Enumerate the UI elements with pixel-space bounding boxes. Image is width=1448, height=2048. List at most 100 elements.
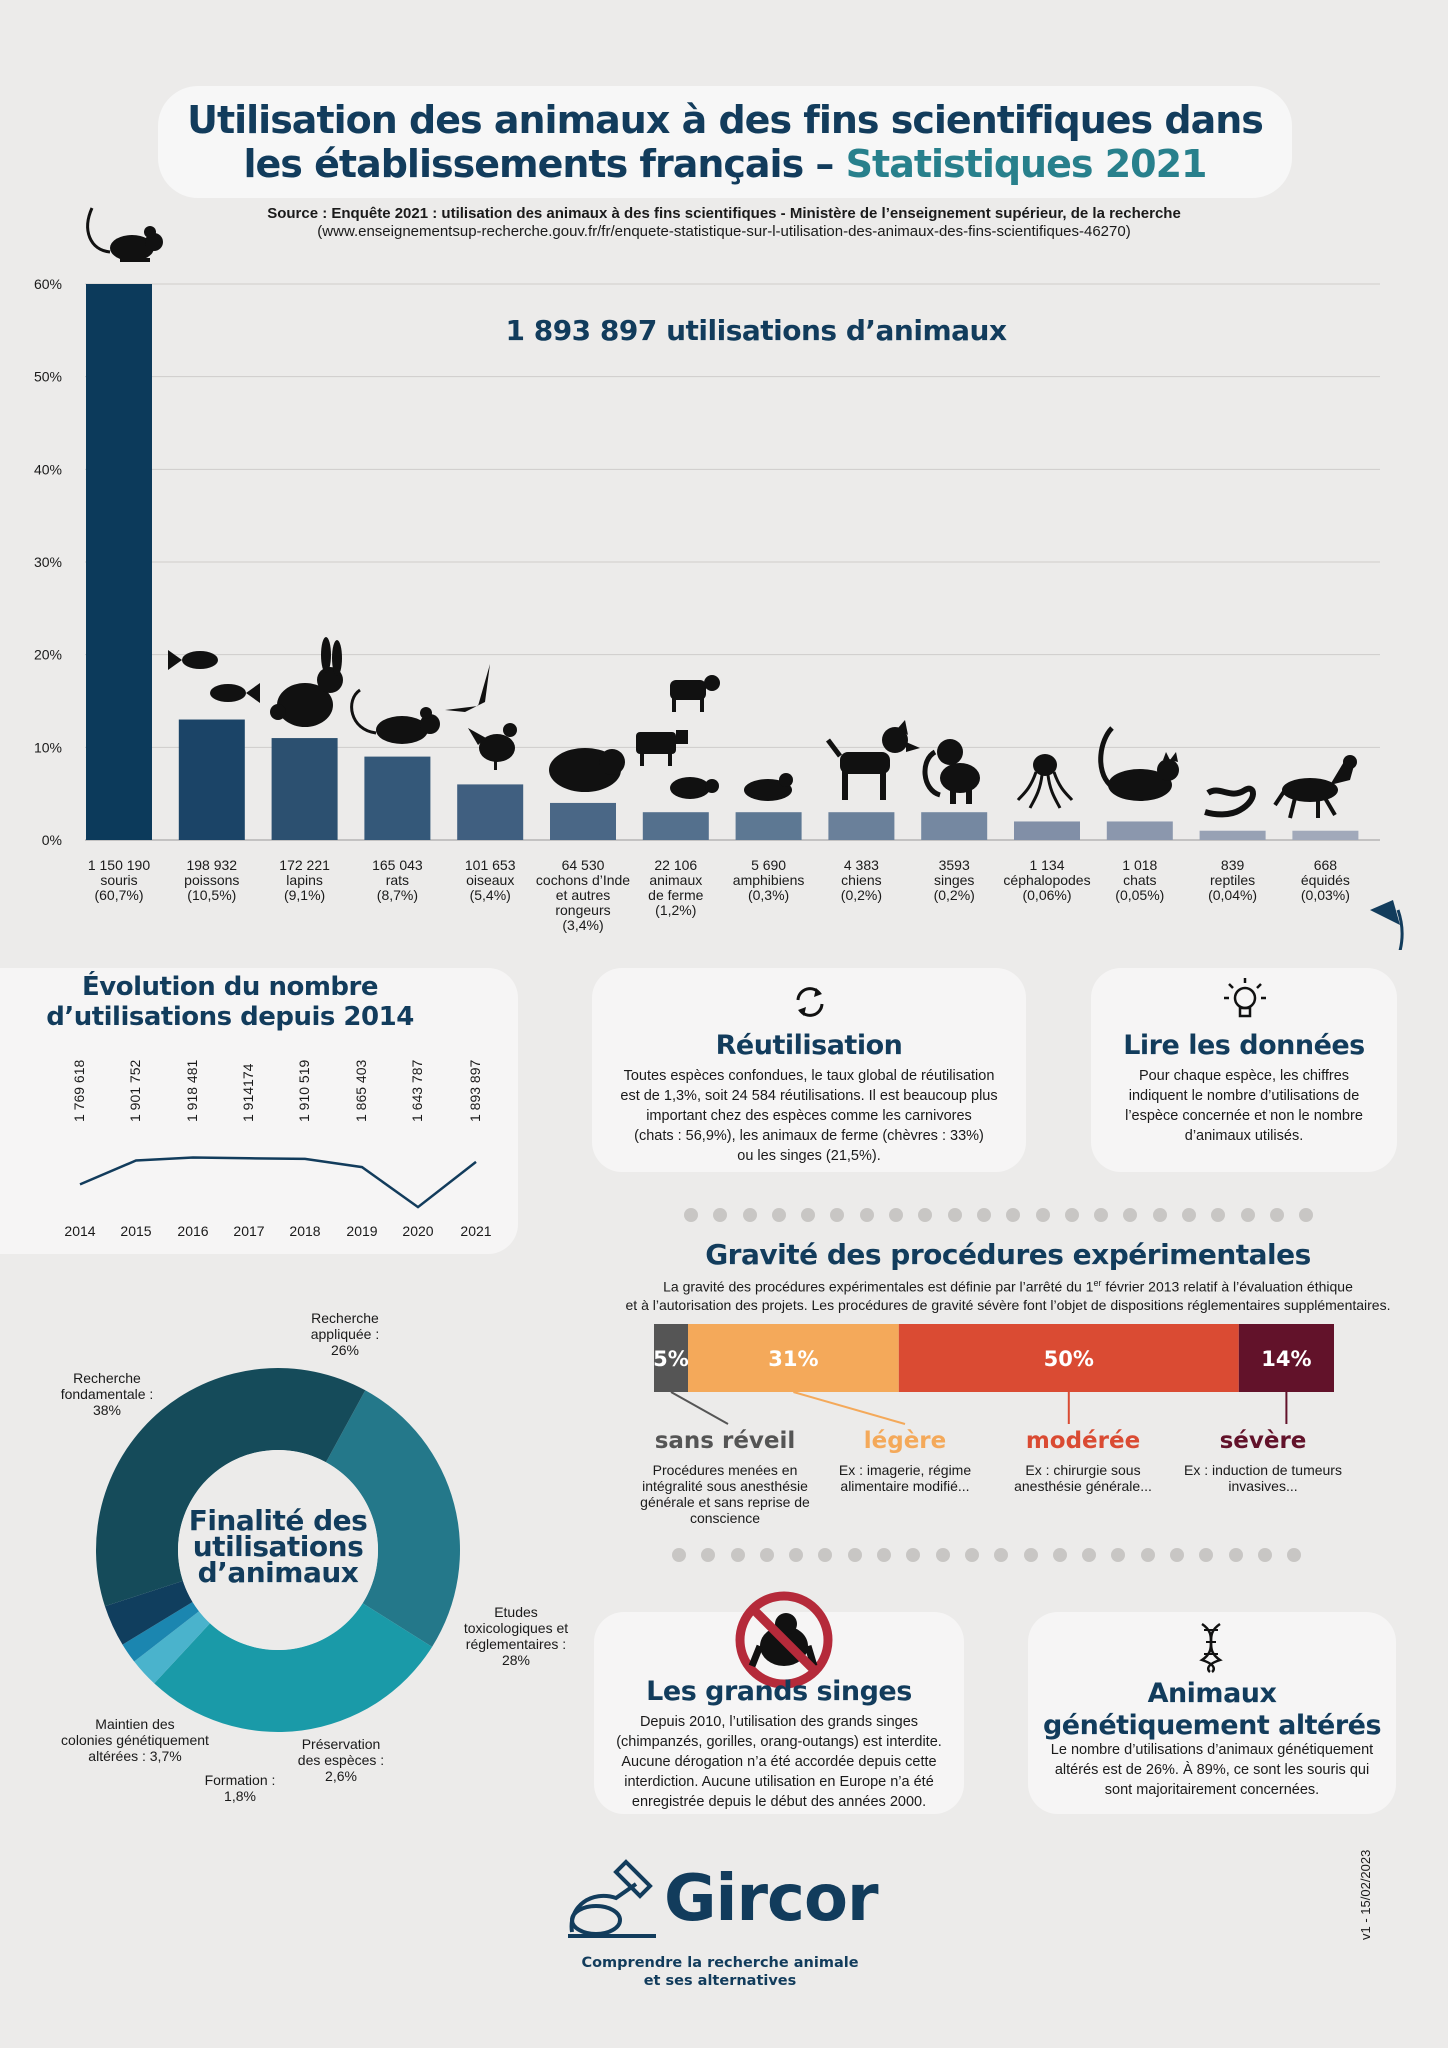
source: Source : Enquête 2021 : utilisation des …: [0, 205, 1448, 241]
severity-desc-severe: Ex : induction de tumeurs invasives...: [1168, 1462, 1358, 1494]
donut-center-line: d’animaux: [197, 1556, 359, 1589]
fish-icon: [168, 650, 260, 703]
donut-center-line: Finalité des: [188, 1504, 368, 1537]
bar-label: 668 équidés (0,03%): [1301, 857, 1350, 903]
y-tick-label: 50%: [34, 369, 62, 385]
finalite-donut-chart: [96, 1368, 460, 1732]
reutilisation-title: Réutilisation: [715, 1030, 903, 1061]
gircor-logo-icon: [568, 1859, 656, 1938]
severity-segment: [688, 1324, 899, 1392]
evolution-card: Évolution du nombre d’utilisations depui…: [0, 968, 518, 1254]
donut-slice: [134, 1611, 210, 1684]
bar-label: 22 106 animaux de ferme (1,2%): [648, 857, 703, 918]
title-line-2: les établissements français – Statistiqu…: [158, 142, 1292, 186]
dna-icon: [1199, 1622, 1223, 1673]
arrow-head: [1370, 900, 1400, 925]
x-tick-label: 2020: [402, 1223, 433, 1239]
reutilisation-card: Réutilisation Toutes espèces confondues,…: [592, 968, 1026, 1172]
label-line: Formation :: [204, 1772, 276, 1788]
title-highlight: Statistiques 2021: [845, 142, 1208, 186]
desc-line: intégralité sous anesthésie: [642, 1478, 808, 1494]
leader-line: [670, 1391, 729, 1425]
bar: [550, 802, 616, 840]
label-line: fondamentale :: [60, 1386, 154, 1402]
bar-label: 839 reptiles (0,04%): [1208, 857, 1257, 903]
label-line: 26%: [330, 1342, 360, 1358]
gravite-intro-b: février 2013 relatif à l’évaluation éthi…: [1101, 1278, 1353, 1295]
label-line: Maintien des: [95, 1716, 175, 1732]
evolution-title: Évolution du nombre d’utilisations depui…: [0, 972, 460, 1032]
bar-label: 1 150 190 souris (60,7%): [88, 857, 150, 903]
bar: [828, 812, 895, 840]
reutilisation-line: important chez des espèces comme les car…: [646, 1108, 972, 1124]
bar: [1199, 830, 1266, 840]
label-preservation: Préservation des espèces : 2,6%: [286, 1736, 396, 1784]
label-line: appliquée :: [310, 1326, 380, 1342]
bar-label: 165 043 rats (8,7%): [372, 857, 423, 903]
tagline-line: Comprendre la recherche animale: [581, 1955, 859, 1971]
dotted-separator: [684, 1207, 1329, 1226]
label-line: 38%: [92, 1402, 122, 1418]
label-recherche-appliquee: Recherche appliquée : 26%: [290, 1310, 400, 1358]
lire-card: Lire les données Pour chaque espèce, les…: [1091, 968, 1397, 1172]
singes-line: Depuis 2010, l’utilisation des grands si…: [639, 1714, 919, 1730]
reutilisation-line: est de 1,3%, soit 24 584 réutilisations.…: [620, 1088, 998, 1104]
lire-line: indiquent le nombre d’utilisations de: [1128, 1088, 1360, 1104]
x-tick-label: 2017: [233, 1223, 264, 1239]
title-card: Utilisation des animaux à des fins scien…: [158, 86, 1292, 198]
severity-desc-legere: Ex : imagerie, régime alimentaire modifi…: [820, 1462, 990, 1494]
guinea-pig-icon: [549, 748, 625, 792]
singes-line: enregistrée depuis le début des années 2…: [631, 1794, 927, 1810]
desc-line: anesthésie générale...: [1014, 1478, 1152, 1494]
x-tick-label: 2018: [289, 1223, 320, 1239]
tagline-line: et ses alternatives: [643, 1973, 797, 1989]
title-line-1: Utilisation des animaux à des fins scien…: [187, 98, 1264, 142]
desc-line: Ex : chirurgie sous: [1025, 1462, 1141, 1478]
y-tick-label: 10%: [34, 739, 62, 755]
bar-label: 4 383 chiens (0,2%): [841, 857, 882, 903]
dotted-separator: [672, 1547, 1317, 1566]
singes-line: Aucune dérogation n’a été accordée depui…: [621, 1754, 937, 1770]
y-tick-label: 0%: [42, 832, 62, 848]
label-line: Etudes: [494, 1604, 538, 1620]
refresh-icon: [796, 987, 824, 1017]
rat-icon: [350, 688, 440, 744]
genetique-card: Animaux génétiquement altérés Le nombre …: [1028, 1612, 1396, 1814]
desc-line: Procédures menées en: [652, 1462, 798, 1478]
grands-singes-card: Les grands singes Depuis 2010, l’utilisa…: [594, 1591, 964, 1814]
severity-segment: [1238, 1324, 1334, 1392]
severity-value: 50%: [1044, 1347, 1094, 1371]
severity-label-legere: légère: [863, 1428, 947, 1454]
evolution-title-line-2: d’utilisations depuis 2014: [46, 1002, 414, 1032]
gravite-intro-line-2: et à l’autorisation des projets. Les pro…: [625, 1296, 1391, 1313]
arrow-icon: [1396, 909, 1404, 950]
label-line: 2,6%: [325, 1768, 357, 1784]
reutilisation-text: Toutes espèces confondues, le taux globa…: [592, 1066, 1026, 1166]
singes-line: (chimpanzés, gorilles, orang-outangs) es…: [616, 1734, 942, 1750]
desc-line: Ex : imagerie, régime: [838, 1462, 972, 1478]
grands-singes-title: Les grands singes: [646, 1676, 912, 1707]
series-line: [79, 1156, 477, 1209]
reutilisation-line: Toutes espèces confondues, le taux globa…: [623, 1068, 995, 1084]
evolution-title-line-1: Évolution du nombre: [82, 972, 378, 1002]
severity-stacked-bar: 5% 31% 50% 14%: [653, 1324, 1334, 1425]
bar: [178, 719, 245, 840]
label-line: colonies génétiquement: [61, 1732, 209, 1748]
donut-slice: [325, 1390, 460, 1647]
point-label: 1 914174: [240, 1063, 256, 1122]
label-line: 1,8%: [224, 1788, 256, 1804]
label-line: Recherche: [311, 1310, 379, 1326]
point-label: 1 910 519: [296, 1060, 312, 1122]
grands-singes-text: Depuis 2010, l’utilisation des grands si…: [594, 1712, 964, 1812]
lire-text: Pour chaque espèce, les chiffres indique…: [1091, 1066, 1397, 1146]
severity-segment: [898, 1324, 1239, 1392]
donut-center-title: Finalité des utilisations d’animaux: [168, 1504, 388, 1589]
bird-icon: [445, 664, 517, 770]
x-tick-label: 2015: [120, 1223, 151, 1239]
bar: [735, 812, 802, 840]
donut-slice: [96, 1368, 366, 1607]
y-tick-label: 60%: [34, 276, 62, 292]
snake-icon: [1204, 785, 1256, 818]
leader-line: [793, 1391, 906, 1425]
bar: [1106, 821, 1173, 840]
